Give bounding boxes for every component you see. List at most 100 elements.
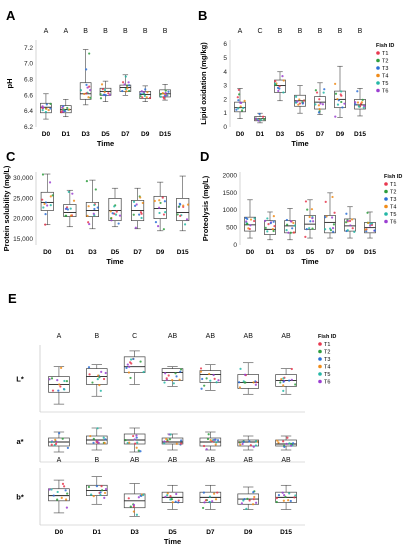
data-point bbox=[282, 499, 285, 502]
legend-item: T5 bbox=[390, 212, 396, 218]
y-tick-label: 30,000 bbox=[13, 175, 33, 182]
data-point bbox=[96, 377, 99, 381]
legend-marker bbox=[318, 372, 322, 376]
y-axis-title: Lipid oxidation (mg/kg) bbox=[199, 42, 208, 125]
y-axis-title: Proteolysis (mg/L) bbox=[201, 175, 210, 241]
data-point bbox=[272, 220, 275, 223]
data-point bbox=[133, 204, 137, 207]
x-tick-label: D15 bbox=[354, 131, 366, 138]
data-point bbox=[213, 492, 216, 495]
x-tick-label: D7 bbox=[121, 131, 130, 138]
data-point bbox=[336, 97, 339, 101]
data-point bbox=[132, 357, 135, 361]
panel-letter-a: A bbox=[6, 8, 16, 23]
panel-b: 0 1 2 3 4 5 6 A C B B B B B D0 D1 D3 D5 D7 D9 D15 Time Lipid o… bbox=[199, 28, 366, 148]
data-point bbox=[334, 82, 337, 85]
data-point bbox=[334, 92, 338, 95]
data-point bbox=[178, 205, 181, 208]
data-point bbox=[245, 220, 248, 223]
data-point bbox=[100, 485, 103, 488]
data-point bbox=[44, 213, 47, 216]
data-point bbox=[103, 90, 106, 94]
data-point bbox=[56, 498, 59, 501]
data-point bbox=[61, 482, 65, 485]
legend-item: T6 bbox=[324, 380, 330, 386]
data-point bbox=[48, 488, 51, 491]
data-point bbox=[322, 91, 325, 94]
data-point bbox=[262, 115, 265, 118]
data-point bbox=[172, 382, 175, 385]
data-point bbox=[89, 96, 92, 99]
data-point bbox=[87, 96, 90, 99]
x-tick-label: D0 bbox=[236, 131, 245, 138]
y-tick-label: 0 bbox=[223, 124, 227, 131]
data-point bbox=[340, 90, 343, 93]
x-axis-title: Time bbox=[97, 139, 114, 148]
data-point bbox=[86, 86, 89, 89]
data-point bbox=[159, 93, 162, 96]
data-point bbox=[242, 440, 245, 444]
data-point bbox=[274, 82, 277, 85]
data-point bbox=[212, 373, 215, 377]
data-point bbox=[214, 438, 217, 441]
data-point bbox=[42, 206, 45, 209]
data-point bbox=[87, 205, 90, 208]
data-point bbox=[354, 103, 357, 106]
legend-title: Fish ID bbox=[318, 334, 336, 340]
data-point bbox=[61, 106, 64, 109]
panel-letter-d: D bbox=[200, 149, 209, 164]
data-point bbox=[100, 370, 103, 373]
x-tick-label: D0 bbox=[43, 249, 52, 256]
data-point bbox=[87, 485, 91, 489]
data-point bbox=[272, 215, 275, 218]
data-point bbox=[43, 202, 46, 206]
data-point bbox=[142, 493, 145, 497]
subplot-ylabel: a* bbox=[16, 437, 23, 446]
data-point bbox=[207, 433, 210, 436]
data-point bbox=[158, 199, 161, 202]
group-letter: B bbox=[103, 28, 108, 35]
data-point bbox=[99, 389, 102, 392]
data-point bbox=[89, 434, 92, 438]
data-point bbox=[79, 89, 83, 92]
data-point bbox=[209, 439, 212, 442]
data-point bbox=[213, 377, 216, 380]
data-point bbox=[269, 222, 272, 225]
data-point bbox=[349, 224, 352, 227]
data-point bbox=[252, 445, 255, 448]
y-tick-label: 15,000 bbox=[13, 236, 33, 243]
legend-item: T3 bbox=[382, 66, 388, 72]
group-letter: A bbox=[44, 28, 49, 35]
data-point bbox=[244, 216, 248, 220]
data-point bbox=[141, 96, 144, 99]
data-point bbox=[288, 492, 291, 495]
group-letter: A bbox=[57, 457, 62, 464]
data-point bbox=[88, 52, 91, 55]
data-point bbox=[336, 103, 340, 106]
data-point bbox=[236, 96, 239, 99]
data-point bbox=[93, 203, 96, 207]
data-point bbox=[282, 389, 285, 392]
x-tick-label: D9 bbox=[141, 131, 150, 138]
data-point bbox=[275, 500, 278, 504]
data-point bbox=[63, 379, 66, 383]
data-point bbox=[215, 441, 218, 444]
legend-item: T5 bbox=[324, 372, 330, 378]
data-point bbox=[128, 84, 131, 87]
y-tick-label: 6.2 bbox=[24, 124, 33, 131]
data-point bbox=[208, 495, 212, 498]
data-point bbox=[286, 436, 289, 439]
data-point bbox=[319, 102, 322, 105]
data-point bbox=[46, 204, 49, 207]
data-point bbox=[49, 204, 52, 207]
data-point bbox=[52, 494, 55, 497]
box bbox=[237, 439, 259, 447]
x-tick-label: D5 bbox=[306, 249, 315, 256]
data-point bbox=[252, 381, 255, 384]
data-point bbox=[241, 442, 244, 446]
data-point bbox=[248, 440, 251, 443]
y-tick-label: 2 bbox=[223, 96, 227, 103]
data-point bbox=[92, 441, 95, 444]
x-tick-label: D9 bbox=[346, 249, 355, 256]
